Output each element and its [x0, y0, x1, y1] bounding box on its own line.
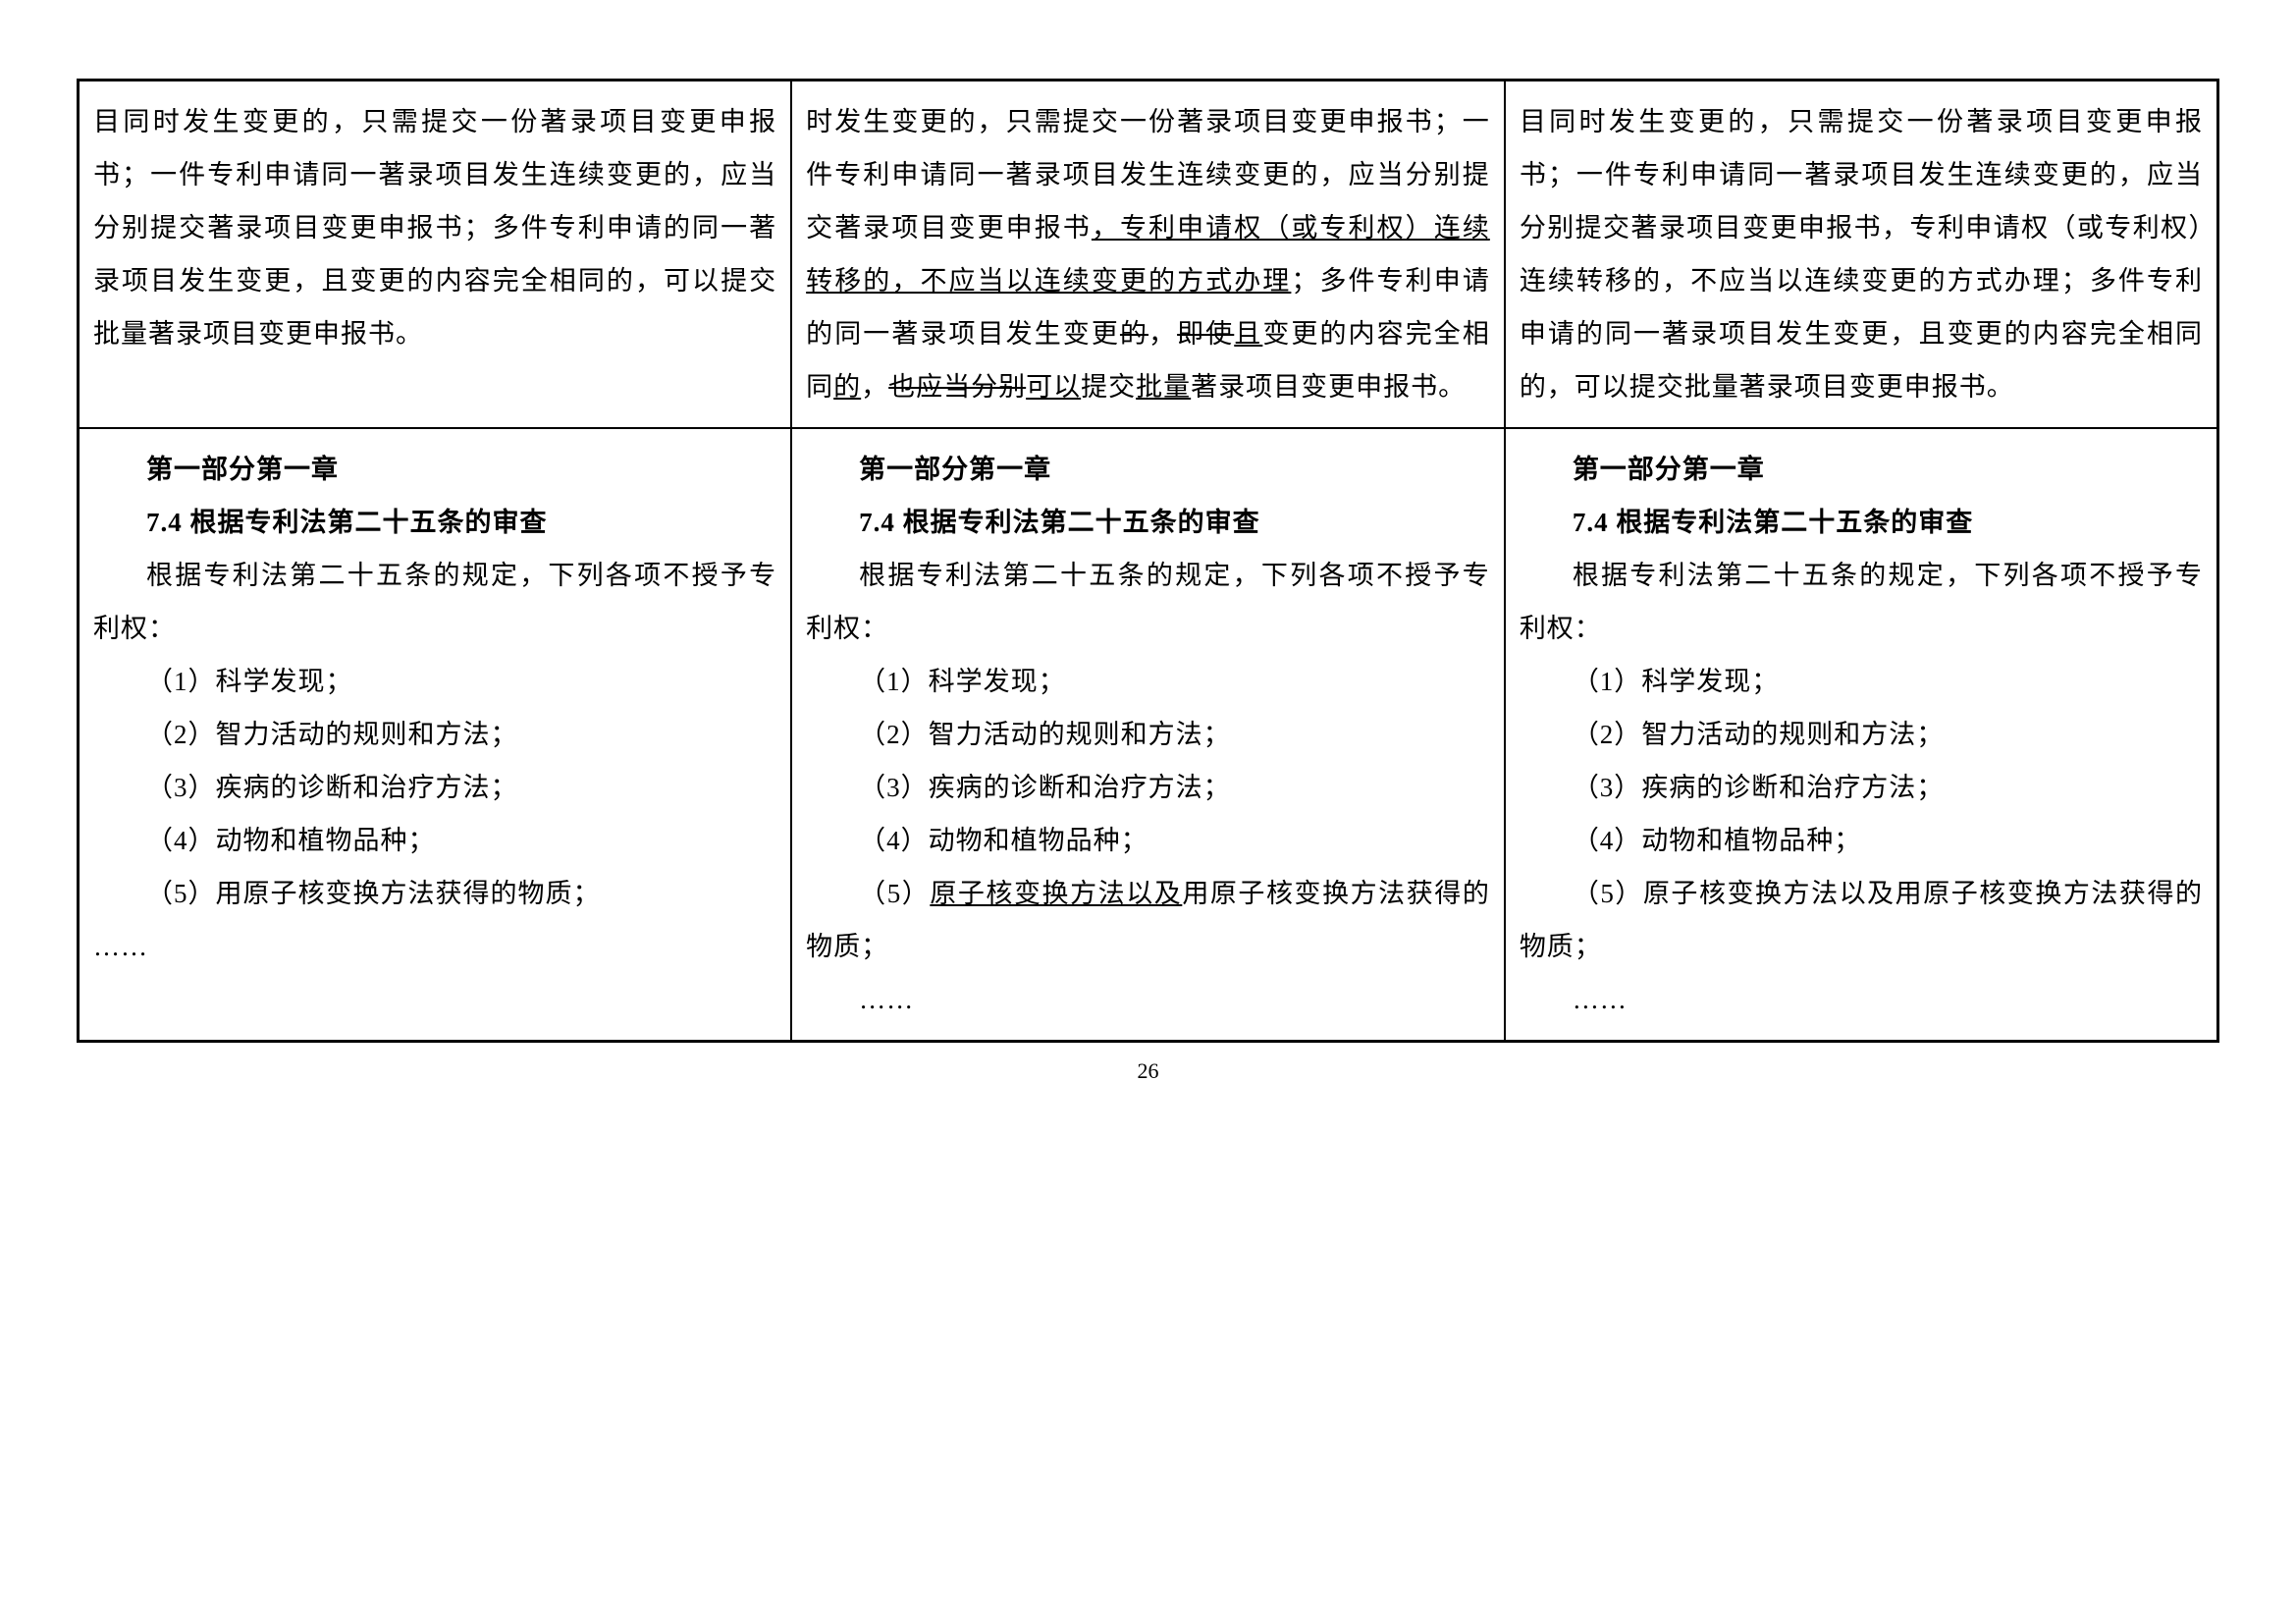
r2c2-i5-ul: 原子核变换方法以及	[930, 879, 1182, 908]
r1c2-seg7: ，	[861, 372, 888, 402]
r1c2-seg3b: 的	[1120, 319, 1148, 349]
r2c2-ellipsis: ……	[806, 973, 1490, 1026]
r1c3-text: 目同时发生变更的，只需提交一份著录项目变更申报书；一件专利申请同一著录项目发生连…	[1520, 95, 2203, 413]
r2c3-subheader: 7.4 根据专利法第二十五条的审查	[1520, 496, 2203, 549]
r2c3-i2: （2）智力活动的规则和方法；	[1520, 708, 2203, 761]
table-row-2: 第一部分第一章 7.4 根据专利法第二十五条的审查 根据专利法第二十五条的规定，…	[79, 428, 2218, 1042]
r1c2-seg9: 提交	[1081, 372, 1136, 402]
r2c2-subheader: 7.4 根据专利法第二十五条的审查	[806, 496, 1490, 549]
comparison-table: 目同时发生变更的，只需提交一份著录项目变更申报书；一件专利申请同一著录项目发生连…	[77, 79, 2219, 1043]
r2c1-subheader: 7.4 根据专利法第二十五条的审查	[93, 496, 776, 549]
r2c1-i3: （3）疾病的诊断和治疗方法；	[93, 761, 776, 814]
r2c3-intro: 根据专利法第二十五条的规定，下列各项不授予专利权：	[1520, 549, 2203, 655]
r2c2-intro: 根据专利法第二十五条的规定，下列各项不授予专利权：	[806, 549, 1490, 655]
r2c3-i4: （4）动物和植物品种；	[1520, 814, 2203, 867]
r2c2-i3: （3）疾病的诊断和治疗方法；	[806, 761, 1490, 814]
r1c2-seg6b: 的	[833, 372, 861, 402]
r2c1-i1: （1）科学发现；	[93, 655, 776, 708]
r2c1-i4: （4）动物和植物品种；	[93, 814, 776, 867]
r2c3-i1: （1）科学发现；	[1520, 655, 2203, 708]
r2c2-i1: （1）科学发现；	[806, 655, 1490, 708]
r2c3-ellipsis: ……	[1520, 973, 2203, 1026]
r1c2-seg4: ，	[1148, 319, 1177, 349]
cell-r2-c1: 第一部分第一章 7.4 根据专利法第二十五条的审查 根据专利法第二十五条的规定，…	[79, 428, 792, 1042]
cell-r1-c3: 目同时发生变更的，只需提交一份著录项目变更申报书；一件专利申请同一著录项目发生连…	[1505, 81, 2218, 429]
r1c2-text: 时发生变更的，只需提交一份著录项目变更申报书；一件专利申请同一著录项目发生连续变…	[806, 95, 1490, 413]
r2c3-header: 第一部分第一章	[1520, 443, 2203, 496]
r1c2-seg10: 著录项目变更申报书。	[1191, 372, 1466, 402]
r1c2-seg8b: 可以	[1026, 372, 1081, 402]
r2c2-header: 第一部分第一章	[806, 443, 1490, 496]
r2c1-header: 第一部分第一章	[93, 443, 776, 496]
r2c2-i5: （5）原子核变换方法以及用原子核变换方法获得的物质；	[806, 867, 1490, 973]
table-row-1: 目同时发生变更的，只需提交一份著录项目变更申报书；一件专利申请同一著录项目发生连…	[79, 81, 2218, 429]
r2c2-i2: （2）智力活动的规则和方法；	[806, 708, 1490, 761]
r1c2-seg9b: 批量	[1136, 372, 1191, 402]
r1c1-text: 目同时发生变更的，只需提交一份著录项目变更申报书；一件专利申请同一著录项目发生连…	[93, 95, 776, 360]
r1c2-seg5b: 且	[1234, 319, 1262, 349]
page-number: 26	[77, 1058, 2219, 1084]
cell-r1-c2: 时发生变更的，只需提交一份著录项目变更申报书；一件专利申请同一著录项目发生连续变…	[791, 81, 1505, 429]
cell-r2-c2: 第一部分第一章 7.4 根据专利法第二十五条的审查 根据专利法第二十五条的规定，…	[791, 428, 1505, 1042]
r2c1-i5: （5）用原子核变换方法获得的物质；	[93, 867, 776, 920]
r2c1-ellipsis: ……	[93, 920, 776, 973]
r2c1-intro: 根据专利法第二十五条的规定，下列各项不授予专利权：	[93, 549, 776, 655]
cell-r2-c3: 第一部分第一章 7.4 根据专利法第二十五条的审查 根据专利法第二十五条的规定，…	[1505, 428, 2218, 1042]
r2c1-i2: （2）智力活动的规则和方法；	[93, 708, 776, 761]
r2c2-i4: （4）动物和植物品种；	[806, 814, 1490, 867]
r1c2-seg5: 即使	[1177, 319, 1234, 349]
cell-r1-c1: 目同时发生变更的，只需提交一份著录项目变更申报书；一件专利申请同一著录项目发生连…	[79, 81, 792, 429]
r2c3-i3: （3）疾病的诊断和治疗方法；	[1520, 761, 2203, 814]
r2c2-i5-pre: （5）	[806, 879, 930, 908]
r1c2-seg8: 也应当分别	[888, 372, 1026, 402]
r2c3-i5: （5）原子核变换方法以及用原子核变换方法获得的物质；	[1520, 867, 2203, 973]
